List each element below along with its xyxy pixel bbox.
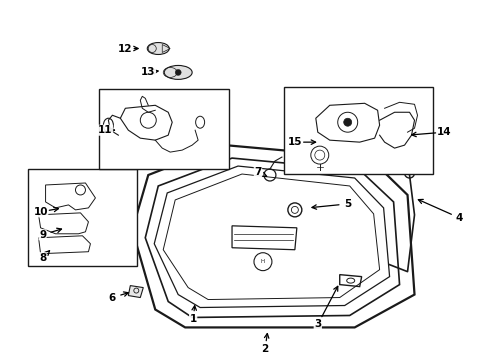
- Text: 3: 3: [314, 319, 321, 329]
- FancyBboxPatch shape: [99, 89, 229, 169]
- Text: 1: 1: [190, 314, 197, 324]
- Text: 14: 14: [437, 127, 452, 137]
- FancyBboxPatch shape: [284, 87, 434, 174]
- Ellipse shape: [164, 66, 192, 80]
- Text: 4: 4: [456, 213, 463, 223]
- Text: 11: 11: [98, 125, 113, 135]
- Text: 6: 6: [109, 293, 116, 302]
- Circle shape: [175, 69, 181, 75]
- Text: 5: 5: [344, 199, 351, 209]
- Text: H: H: [261, 259, 265, 264]
- Text: 13: 13: [141, 67, 155, 77]
- Polygon shape: [128, 285, 143, 298]
- Text: 12: 12: [118, 44, 133, 54]
- Text: 15: 15: [288, 137, 302, 147]
- Text: 8: 8: [39, 253, 46, 263]
- Text: 2: 2: [261, 345, 269, 354]
- FancyBboxPatch shape: [27, 169, 137, 266]
- Text: 9: 9: [39, 230, 46, 240]
- Text: 10: 10: [33, 207, 48, 217]
- Text: 7: 7: [254, 167, 262, 177]
- Circle shape: [343, 118, 352, 126]
- Ellipse shape: [147, 42, 169, 54]
